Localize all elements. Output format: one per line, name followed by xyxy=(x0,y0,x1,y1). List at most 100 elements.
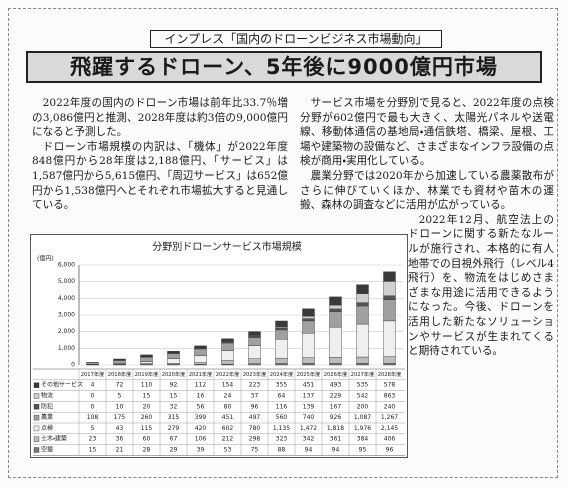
x-tick-label: 2025年度 xyxy=(297,370,321,378)
bar-segment xyxy=(383,320,396,357)
bar-segment xyxy=(302,332,315,358)
value-label: 355 xyxy=(276,382,288,389)
bar-segment xyxy=(275,339,288,359)
x-tick-label: 2028年度 xyxy=(378,370,402,378)
bar-segment xyxy=(329,304,342,310)
bar-segment xyxy=(221,342,234,351)
y-tick-label: 4,000 xyxy=(58,295,75,302)
bar-segment xyxy=(356,356,369,364)
bar-segment xyxy=(329,311,342,328)
value-label: 279 xyxy=(168,425,180,432)
bar-segment xyxy=(302,320,315,334)
value-label: 223 xyxy=(249,382,261,389)
value-label: 24 xyxy=(224,393,232,400)
value-label: 2,145 xyxy=(381,425,398,432)
kicker: インプレス「国内のドローンビジネス市場動向」 xyxy=(150,30,442,48)
value-label: 15 xyxy=(89,447,97,454)
bar-segment xyxy=(275,320,288,328)
paragraph: サービス市場を分野別で見ると、2022年度の点検分野が602億円で最も大きく、太… xyxy=(300,97,554,168)
bar-segment xyxy=(194,345,207,348)
value-label: 535 xyxy=(357,382,369,389)
value-label: 361 xyxy=(330,436,342,443)
value-label: 28 xyxy=(143,447,151,454)
y-tick-label: 2,000 xyxy=(58,328,75,335)
bar-segment xyxy=(329,363,342,366)
value-label: 1,818 xyxy=(327,425,344,432)
value-label: 29 xyxy=(170,447,178,454)
chart-title: 分野別ドローンサービス市場規模 xyxy=(152,240,302,253)
chart-box: 分野別ドローンサービス市場規模 (億円) 0 1,000 2,000 3,000 4,0… xyxy=(30,234,408,458)
value-label: 94 xyxy=(305,447,313,454)
paragraph: 農業分野では2020年から加速している農薬散布がさらに伸びていくほか、林業でも資… xyxy=(300,169,554,212)
value-label: 53 xyxy=(224,447,232,454)
bar-segment xyxy=(221,338,234,342)
value-label: 240 xyxy=(384,403,396,410)
value-label: 451 xyxy=(222,414,234,421)
value-label: 92 xyxy=(170,382,178,389)
bar-segment xyxy=(275,357,288,364)
bar-segment xyxy=(356,284,369,294)
legend-swatch xyxy=(33,382,40,388)
value-label: 137 xyxy=(303,393,315,400)
x-tick-label: 2019年度 xyxy=(135,370,159,378)
x-tick-label: 2018年度 xyxy=(108,370,132,378)
x-tick-label: 2023年度 xyxy=(243,370,267,378)
bar-segment xyxy=(383,271,396,282)
x-tick-label: 2021年度 xyxy=(189,370,213,378)
legend-swatch xyxy=(33,414,40,421)
value-label: 72 xyxy=(116,382,124,389)
value-label: 420 xyxy=(195,425,207,432)
bar-segment xyxy=(167,350,180,353)
legend-swatch xyxy=(33,393,40,399)
value-label: 32 xyxy=(170,403,178,410)
bar-segment xyxy=(248,358,261,364)
value-label: 493 xyxy=(330,382,342,389)
value-label: 64 xyxy=(278,393,286,400)
value-label: 15 xyxy=(170,393,178,400)
value-label: 780 xyxy=(249,425,261,432)
headline: 飛躍するドローン、5年後に9000億円市場 xyxy=(26,51,542,83)
y-tick-label: 1,000 xyxy=(58,345,75,352)
paragraph: ドローン市場規模の内訳は、「機体」が2022年度848億円から28年度は2,18… xyxy=(32,140,288,212)
legend-label: その他サービス xyxy=(41,381,83,389)
value-label: 497 xyxy=(249,414,261,421)
x-tick-label: 2024年度 xyxy=(270,370,294,378)
bar-segment xyxy=(167,358,180,364)
x-tick-label: 2017年度 xyxy=(81,370,105,378)
value-label: 0 xyxy=(91,403,95,410)
legend-label: 土木・建築 xyxy=(41,435,67,443)
value-label: 21 xyxy=(116,447,124,454)
x-tick-label: 2027年度 xyxy=(351,370,375,378)
y-tick-label: 3,000 xyxy=(58,312,75,319)
bar-segment xyxy=(248,345,261,359)
value-label: 863 xyxy=(384,393,396,400)
value-label: 926 xyxy=(330,414,342,421)
value-label: 1,472 xyxy=(300,425,317,432)
bar-segment xyxy=(248,335,261,338)
value-label: 1,976 xyxy=(354,425,371,432)
value-label: 5 xyxy=(118,393,122,400)
value-label: 342 xyxy=(303,436,315,443)
value-label: 0 xyxy=(91,393,95,400)
bar-segment xyxy=(302,318,315,322)
value-label: 15 xyxy=(143,393,151,400)
value-label: 5 xyxy=(91,425,95,432)
bar-segment xyxy=(302,363,315,366)
y-tick-label: 0 xyxy=(71,362,75,369)
x-tick-label: 2020年度 xyxy=(162,370,186,378)
bar-segment xyxy=(221,360,234,365)
bar-segment xyxy=(194,355,207,363)
value-label: 740 xyxy=(303,414,315,421)
legend-swatch xyxy=(33,436,40,442)
bar-segment xyxy=(302,308,315,317)
bar-segment xyxy=(113,360,126,364)
bar-segment xyxy=(275,327,288,331)
bar-segment xyxy=(221,350,234,361)
value-label: 37 xyxy=(251,393,259,400)
value-label: 75 xyxy=(251,447,259,454)
value-label: 60 xyxy=(143,436,151,443)
bar-segment xyxy=(383,295,396,300)
value-label: 36 xyxy=(116,436,124,443)
value-label: 39 xyxy=(197,447,205,454)
